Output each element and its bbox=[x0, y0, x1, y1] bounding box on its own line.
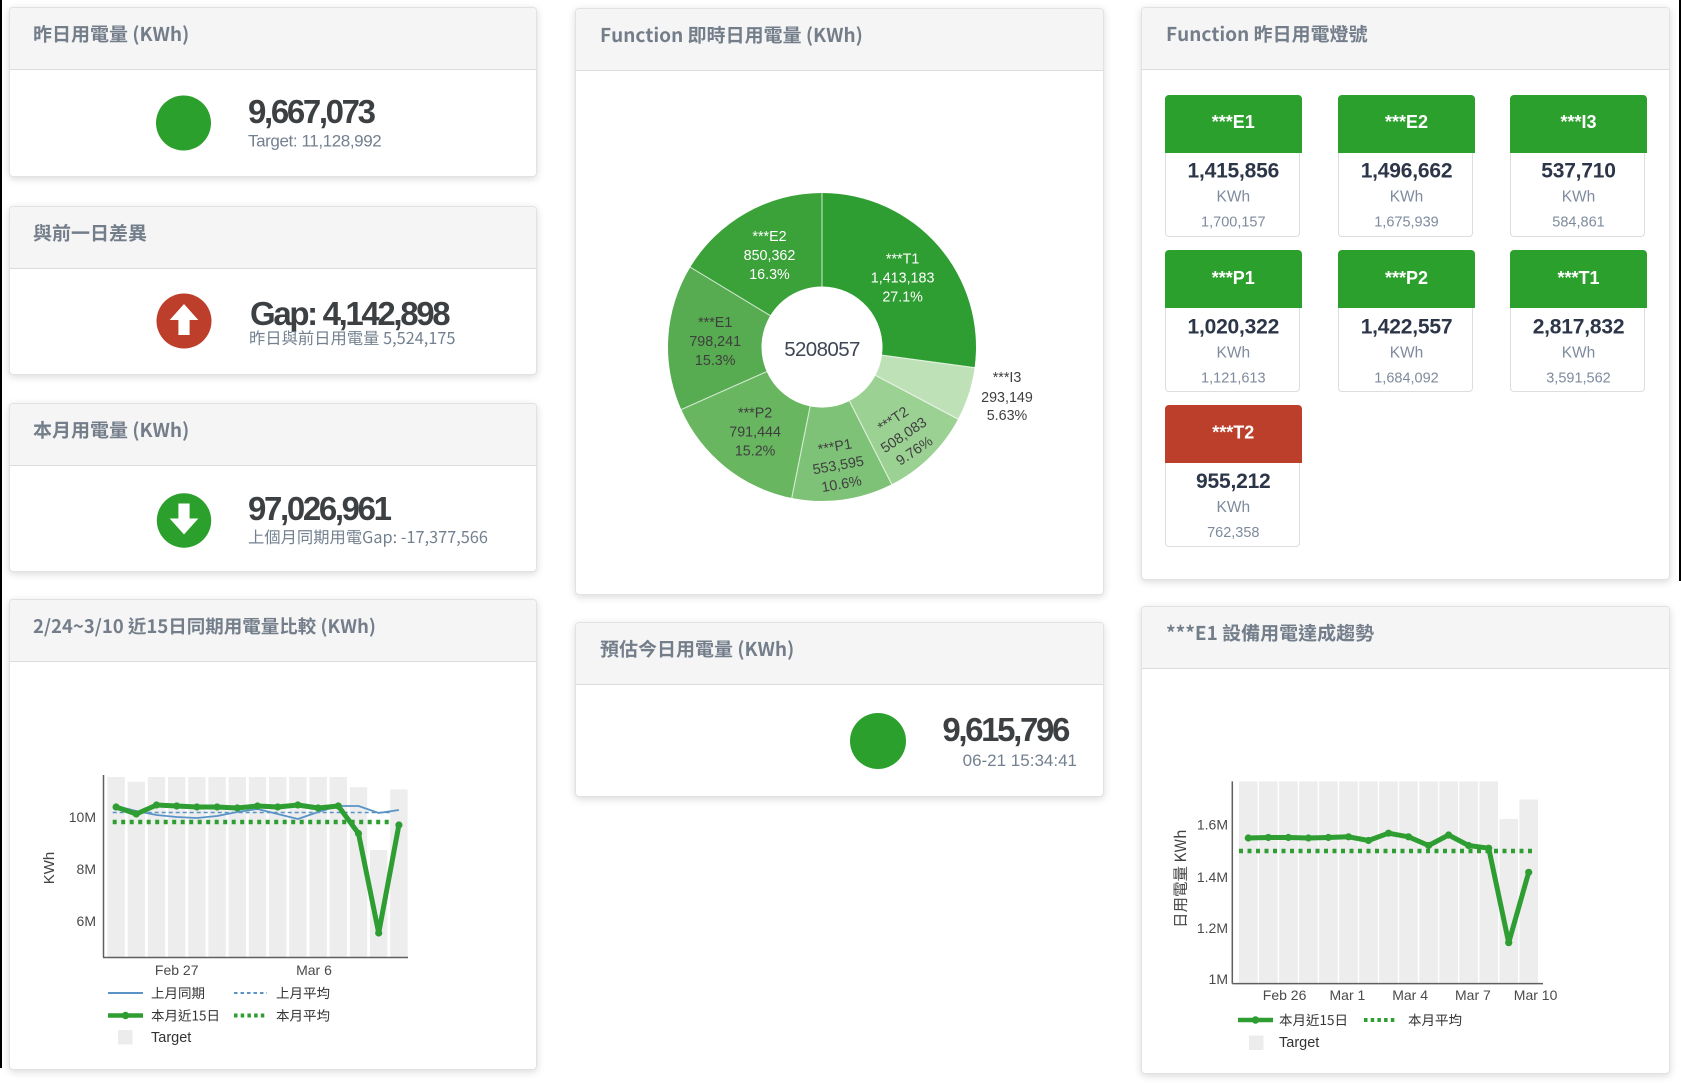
svg-text:***T1: ***T1 bbox=[886, 252, 919, 268]
svg-text:15.3%: 15.3% bbox=[695, 353, 736, 369]
svg-text:5.63%: 5.63% bbox=[987, 408, 1028, 424]
svg-text:584,861: 584,861 bbox=[1552, 215, 1604, 231]
svg-text:KWh: KWh bbox=[1217, 499, 1251, 516]
svg-text:06-21 15:34:41: 06-21 15:34:41 bbox=[963, 751, 1077, 770]
svg-text:9,667,073: 9,667,073 bbox=[248, 93, 376, 130]
svg-text:1,121,613: 1,121,613 bbox=[1201, 370, 1266, 386]
svg-text:2,817,832: 2,817,832 bbox=[1533, 315, 1625, 338]
svg-text:955,212: 955,212 bbox=[1196, 470, 1271, 493]
svg-text:Feb 27: Feb 27 bbox=[155, 962, 199, 978]
svg-text:Mar 10: Mar 10 bbox=[1514, 987, 1558, 1003]
svg-text:537,710: 537,710 bbox=[1541, 160, 1616, 183]
svg-text:Target: Target bbox=[1279, 1035, 1319, 1051]
svg-text:***E2: ***E2 bbox=[1385, 112, 1428, 132]
svg-text:1,675,939: 1,675,939 bbox=[1374, 215, 1439, 231]
svg-text:1.6M: 1.6M bbox=[1197, 817, 1228, 833]
svg-text:KWh: KWh bbox=[1390, 189, 1424, 206]
svg-text:9,615,796: 9,615,796 bbox=[942, 711, 1070, 748]
svg-text:***E1: ***E1 bbox=[698, 315, 732, 331]
svg-text:***I3: ***I3 bbox=[1560, 112, 1596, 132]
svg-text:791,444: 791,444 bbox=[729, 425, 781, 441]
svg-text:***I3: ***I3 bbox=[993, 370, 1022, 386]
svg-text:293,149: 293,149 bbox=[981, 390, 1033, 406]
svg-text:1,413,183: 1,413,183 bbox=[871, 271, 935, 287]
svg-text:Target: 11,128,992: Target: 11,128,992 bbox=[248, 132, 381, 151]
svg-text:798,241: 798,241 bbox=[689, 334, 741, 350]
svg-text:***P2: ***P2 bbox=[738, 406, 772, 422]
svg-text:850,362: 850,362 bbox=[744, 248, 796, 264]
svg-text:KWh: KWh bbox=[41, 852, 58, 885]
svg-text:97,026,961: 97,026,961 bbox=[248, 490, 392, 527]
svg-text:5208057: 5208057 bbox=[784, 338, 860, 361]
svg-text:Feb 26: Feb 26 bbox=[1263, 987, 1307, 1003]
svg-text:1,496,662: 1,496,662 bbox=[1361, 160, 1453, 183]
svg-text:KWh: KWh bbox=[1562, 189, 1596, 206]
svg-text:8M: 8M bbox=[77, 861, 96, 877]
svg-text:***T1: ***T1 bbox=[1557, 268, 1599, 288]
svg-text:KWh: KWh bbox=[1217, 189, 1251, 206]
svg-text:***E2: ***E2 bbox=[752, 229, 786, 245]
svg-text:1.4M: 1.4M bbox=[1197, 869, 1228, 885]
svg-text:Gap: 4,142,898: Gap: 4,142,898 bbox=[250, 295, 450, 332]
svg-text:10.6%: 10.6% bbox=[820, 473, 863, 496]
svg-text:***T2: ***T2 bbox=[1212, 423, 1254, 443]
svg-text:Mar 1: Mar 1 bbox=[1330, 987, 1366, 1003]
svg-text:1,700,157: 1,700,157 bbox=[1201, 215, 1266, 231]
svg-text:1,422,557: 1,422,557 bbox=[1361, 315, 1453, 338]
svg-text:1,020,322: 1,020,322 bbox=[1187, 315, 1279, 338]
svg-text:KWh: KWh bbox=[1217, 344, 1251, 361]
svg-text:***P1: ***P1 bbox=[817, 436, 853, 458]
svg-text:3,591,562: 3,591,562 bbox=[1546, 370, 1611, 386]
svg-text:762,358: 762,358 bbox=[1207, 525, 1259, 541]
svg-text:Mar 4: Mar 4 bbox=[1392, 987, 1428, 1003]
svg-text:***E1: ***E1 bbox=[1212, 112, 1255, 132]
svg-text:1,415,856: 1,415,856 bbox=[1187, 160, 1279, 183]
svg-text:***P1: ***P1 bbox=[1212, 268, 1255, 288]
svg-text:10M: 10M bbox=[69, 809, 96, 825]
svg-text:***P2: ***P2 bbox=[1385, 268, 1428, 288]
svg-text:1M: 1M bbox=[1209, 971, 1228, 987]
svg-text:15.2%: 15.2% bbox=[735, 444, 776, 460]
svg-text:KWh: KWh bbox=[1390, 344, 1424, 361]
svg-text:6M: 6M bbox=[77, 913, 96, 929]
svg-text:Target: Target bbox=[151, 1030, 191, 1046]
svg-text:1.2M: 1.2M bbox=[1197, 920, 1228, 936]
svg-text:27.1%: 27.1% bbox=[882, 290, 923, 306]
svg-text:KWh: KWh bbox=[1562, 344, 1596, 361]
svg-text:Mar 6: Mar 6 bbox=[296, 962, 332, 978]
svg-text:1,684,092: 1,684,092 bbox=[1374, 370, 1439, 386]
svg-text:16.3%: 16.3% bbox=[749, 267, 790, 283]
svg-text:Mar 7: Mar 7 bbox=[1455, 987, 1491, 1003]
